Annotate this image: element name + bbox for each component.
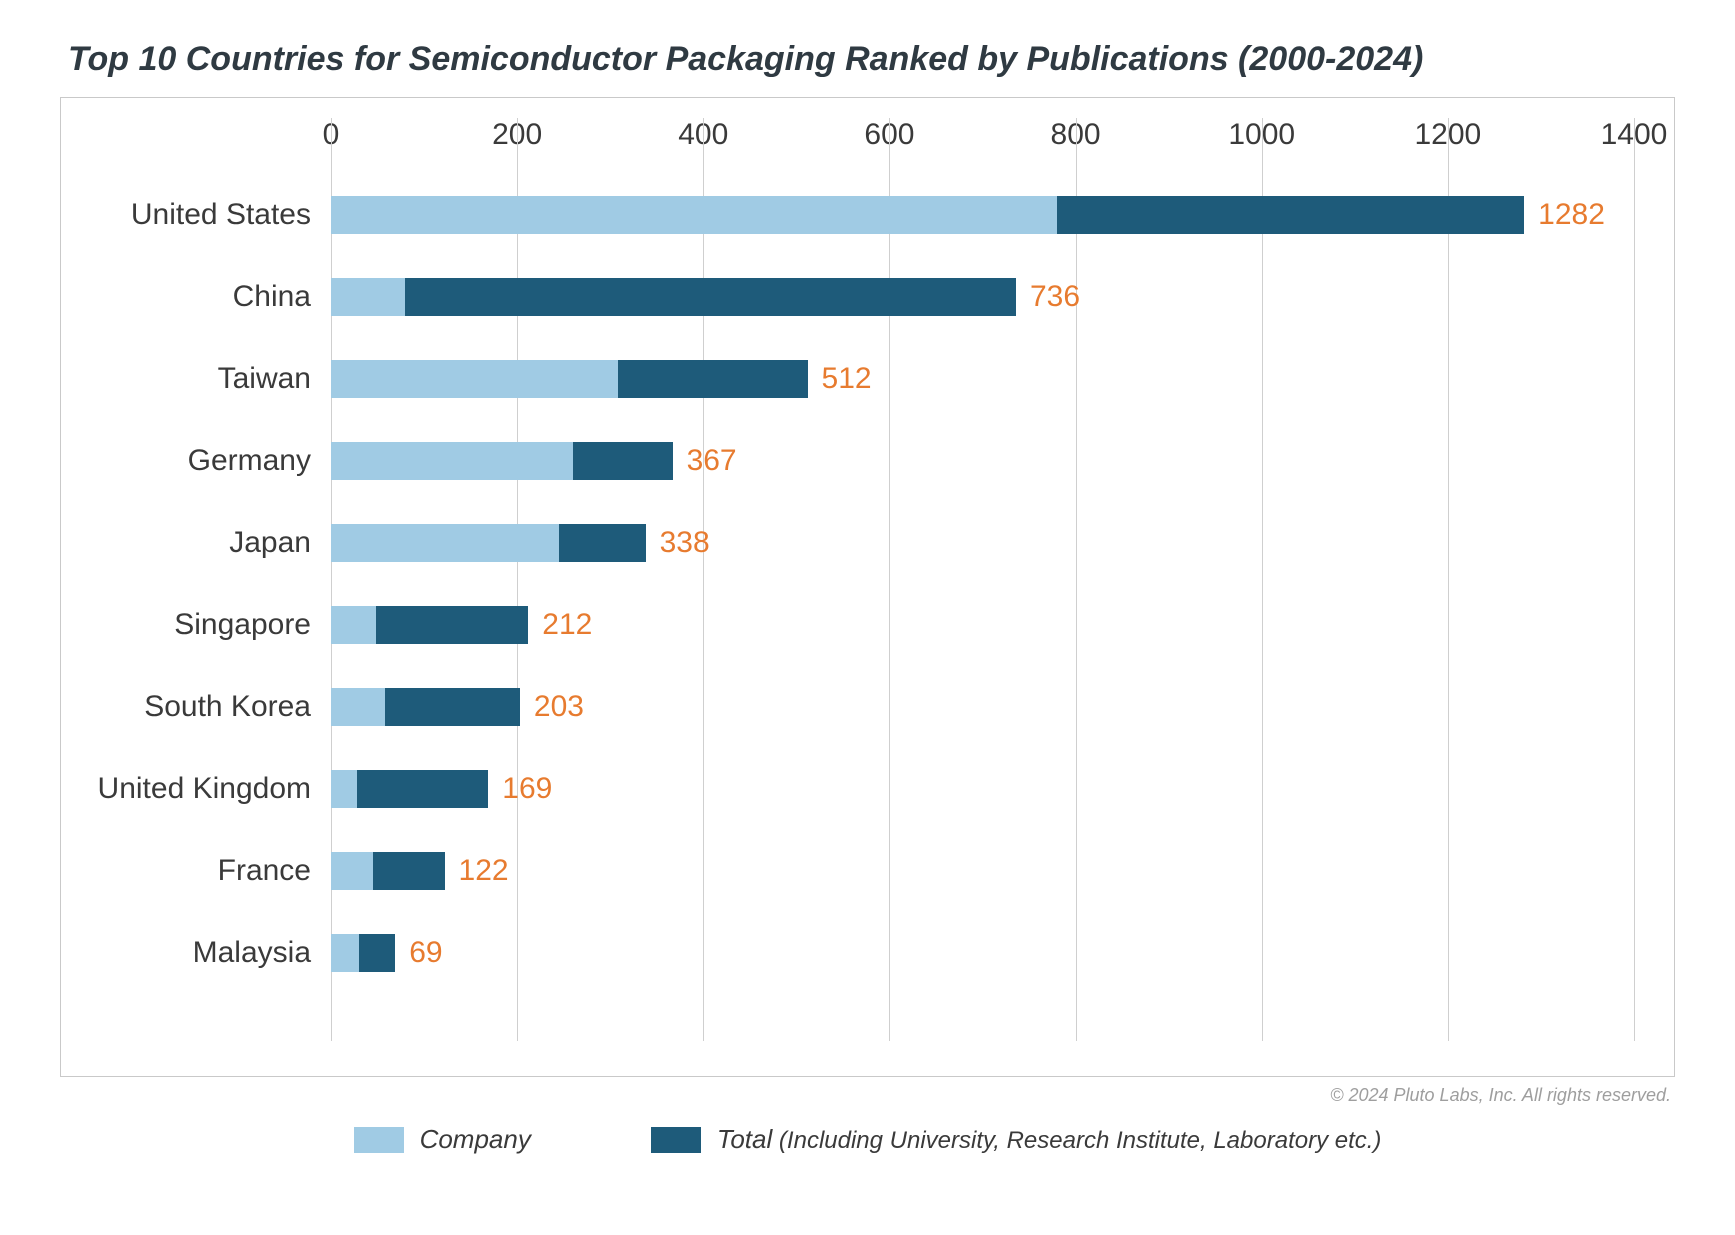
value-label: 122 [459, 854, 509, 888]
bar-company [331, 360, 618, 398]
value-label: 212 [542, 608, 592, 642]
bar-company [331, 852, 373, 890]
bar-total: 736 [331, 278, 1016, 316]
value-label: 203 [534, 690, 584, 724]
legend: Company Total (Including University, Res… [60, 1124, 1675, 1155]
value-label: 69 [409, 936, 442, 970]
bar-row: United Kingdom169 [331, 770, 1634, 808]
value-label: 338 [660, 526, 710, 560]
category-label: Japan [229, 526, 311, 560]
legend-swatch-total [651, 1127, 701, 1153]
bar-company [331, 524, 559, 562]
legend-item-company: Company [354, 1124, 531, 1155]
bar-company [331, 606, 376, 644]
copyright-text: © 2024 Pluto Labs, Inc. All rights reser… [60, 1085, 1671, 1106]
bar-row: Singapore212 [331, 606, 1634, 644]
legend-label-total: Total [717, 1124, 772, 1154]
plot-area: 0200400600800100012001400 United States1… [60, 97, 1675, 1077]
gridline [1634, 118, 1635, 1041]
category-label: Taiwan [218, 362, 311, 396]
bar-row: Germany367 [331, 442, 1634, 480]
category-label: China [233, 280, 311, 314]
bar-company [331, 934, 359, 972]
category-label: Malaysia [193, 936, 311, 970]
category-label: France [218, 854, 311, 888]
bar-company [331, 442, 573, 480]
bar-company [331, 770, 357, 808]
bar-row: Japan338 [331, 524, 1634, 562]
bar-row: South Korea203 [331, 688, 1634, 726]
value-label: 736 [1030, 280, 1080, 314]
legend-swatch-company [354, 1127, 404, 1153]
bar-company [331, 196, 1057, 234]
chart-title: Top 10 Countries for Semiconductor Packa… [68, 40, 1675, 79]
bar-row: Malaysia69 [331, 934, 1634, 972]
legend-label-total-sub: (Including University, Research Institut… [772, 1127, 1381, 1154]
legend-item-total: Total (Including University, Research In… [651, 1124, 1382, 1155]
legend-label-company: Company [420, 1124, 531, 1155]
value-label: 169 [502, 772, 552, 806]
bar-row: Taiwan512 [331, 360, 1634, 398]
bar-company [331, 688, 385, 726]
value-label: 1282 [1538, 198, 1605, 232]
category-label: United States [131, 198, 311, 232]
bar-row: China736 [331, 278, 1634, 316]
category-label: Germany [188, 444, 311, 478]
category-label: South Korea [144, 690, 311, 724]
bar-company [331, 278, 405, 316]
bar-row: France122 [331, 852, 1634, 890]
category-label: Singapore [174, 608, 311, 642]
category-label: United Kingdom [98, 772, 311, 806]
value-label: 367 [687, 444, 737, 478]
value-label: 512 [822, 362, 872, 396]
bar-row: United States1282 [331, 196, 1634, 234]
